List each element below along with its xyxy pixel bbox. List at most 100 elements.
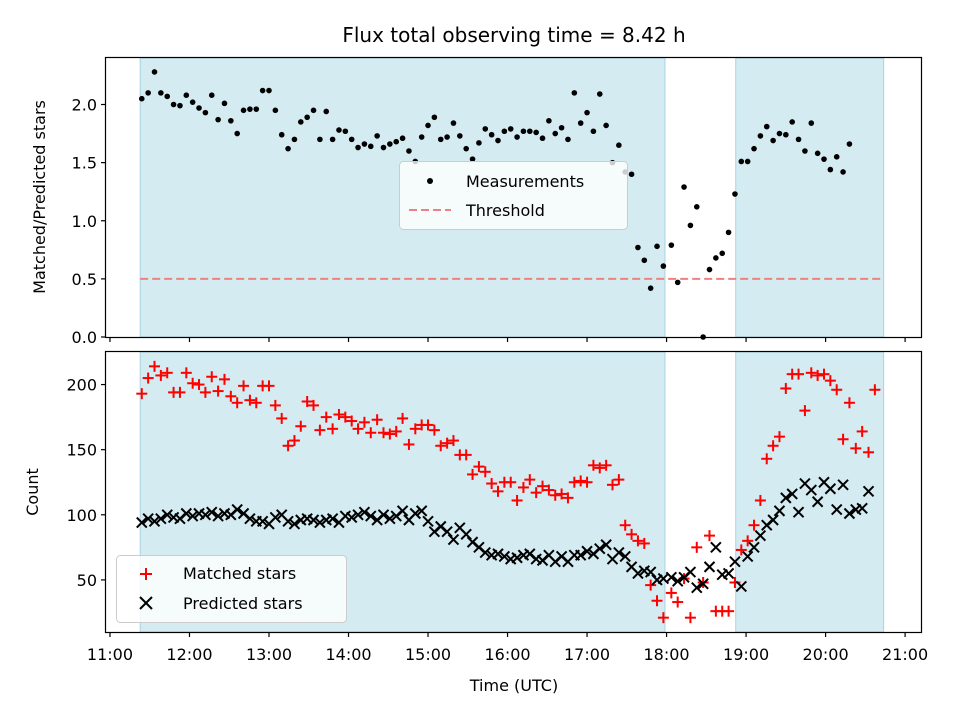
predicted-star-point <box>180 507 193 520</box>
measurement-point <box>444 134 450 140</box>
y-tick-label: 150 <box>66 441 97 460</box>
y-tick-label: 0.0 <box>72 328 97 347</box>
top-panel: Flux total observing time = 8.42 h 0.00.… <box>30 23 923 347</box>
measurement-point <box>317 136 323 143</box>
matched-star-point <box>684 612 696 624</box>
predicted-star-point <box>594 542 606 555</box>
measurement-point <box>713 255 719 261</box>
matched-star-point <box>517 481 529 493</box>
matched-star-point <box>371 414 383 426</box>
predicted-star-point <box>441 526 453 538</box>
matched-star-point <box>657 612 669 624</box>
measurement-point <box>374 133 380 139</box>
measurement-point <box>450 120 457 126</box>
predicted-star-point <box>269 511 282 524</box>
predicted-star-point <box>358 506 371 518</box>
predicted-star-point <box>619 550 631 563</box>
predicted-star-point <box>422 515 434 528</box>
matched-star-point <box>238 380 250 392</box>
matched-star-point <box>409 423 421 435</box>
predicted-star-point <box>199 509 212 521</box>
measurement-point <box>744 158 751 165</box>
predicted-star-point <box>581 545 593 557</box>
matched-star-point <box>703 530 715 542</box>
matched-star-point <box>422 419 434 431</box>
measurement-point <box>228 117 234 124</box>
measurement-point <box>145 90 151 96</box>
matched-star-point <box>403 438 415 450</box>
matched-star-point <box>761 453 773 465</box>
bottom-axes-frame <box>104 350 923 634</box>
matched-star-point <box>295 420 307 432</box>
matched-star-point <box>665 587 677 599</box>
matched-star-point <box>530 487 542 499</box>
measurement-point <box>795 136 802 143</box>
bottom-x-ticks: 11:00 12:00 13:00 14:00 15:00 16:00 17:00 18:00… <box>87 632 928 664</box>
measurement-point <box>495 137 501 144</box>
matched-star-point <box>651 595 663 607</box>
measurement-point <box>266 87 272 94</box>
predicted-star-point <box>377 509 390 521</box>
x-tick-label: 20:00 <box>803 645 849 664</box>
matched-star-point <box>269 399 281 411</box>
y-tick-label: 50 <box>77 571 97 590</box>
matched-star-point <box>818 368 830 380</box>
predicted-star-point <box>811 496 824 508</box>
measurement-point <box>469 156 476 162</box>
measurement-point <box>323 108 330 115</box>
predicted-star-point <box>722 567 735 580</box>
predicted-star-point <box>415 505 428 517</box>
measurement-point <box>783 131 789 138</box>
measurement-points <box>138 69 853 340</box>
measurement-point <box>814 150 821 157</box>
matched-star-point <box>142 372 154 384</box>
top-x-ticks <box>109 337 906 342</box>
measurement-point <box>208 92 215 98</box>
matched-star-point <box>863 446 875 458</box>
matched-star-point <box>447 435 459 447</box>
predicted-star-point <box>136 516 148 529</box>
measurement-point <box>757 133 764 139</box>
measurement-point <box>183 92 190 98</box>
matched-star-point <box>587 459 599 471</box>
matched-star-point <box>180 367 192 379</box>
matched-star-point <box>346 415 358 427</box>
top-y-axis-label: Matched/Predicted stars <box>30 100 49 294</box>
matched-star-point <box>767 440 779 452</box>
matched-star-point <box>384 428 396 440</box>
matched-star-point <box>276 412 288 424</box>
measurement-point <box>693 204 700 210</box>
measurement-point <box>329 136 336 143</box>
measurement-point <box>802 148 808 154</box>
x-axis-label: Time (UTC) <box>469 676 558 695</box>
measurement-point <box>348 136 355 143</box>
predicted-star-point <box>326 512 339 525</box>
measurement-point <box>628 171 635 178</box>
predicted-star-point <box>671 575 684 587</box>
measurement-point <box>437 136 444 143</box>
matched-star-point <box>486 478 498 490</box>
predicted-star-point <box>492 548 504 560</box>
predicted-star-point <box>186 510 199 522</box>
matched-star-point <box>206 371 218 383</box>
x-tick-label: 17:00 <box>564 645 610 664</box>
measurement-point <box>247 106 253 112</box>
predicted-star-point <box>824 483 837 495</box>
predicted-star-point <box>600 539 612 551</box>
predicted-star-point <box>479 546 491 559</box>
measurement-point <box>457 133 463 139</box>
measurement-point <box>738 158 745 165</box>
measurement-point <box>463 145 469 152</box>
measurement-point <box>304 114 310 121</box>
matched-star-point <box>161 367 173 379</box>
measurement-point <box>425 122 431 129</box>
measurement-point <box>170 101 177 108</box>
x-tick-label: 19:00 <box>723 645 769 664</box>
predicted-star-point <box>396 505 409 517</box>
measurement-point <box>719 250 726 257</box>
measurement-point <box>763 123 770 130</box>
measurement-point <box>527 128 533 135</box>
predicted-star-point <box>345 511 358 524</box>
predicted-star-point <box>288 518 301 530</box>
measurement-point <box>393 138 400 145</box>
